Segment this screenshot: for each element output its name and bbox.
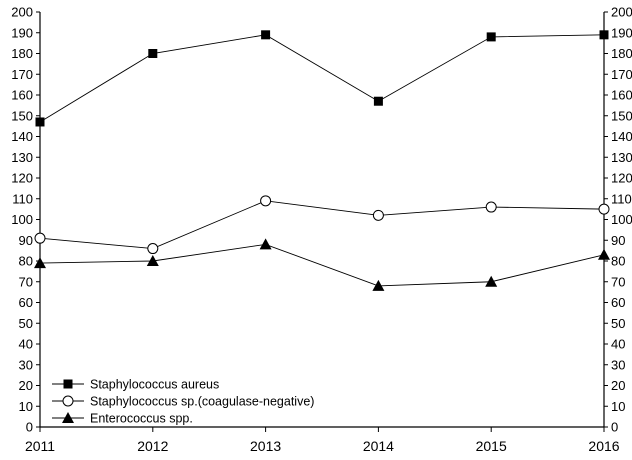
legend-marker bbox=[62, 395, 74, 407]
legend-label: Staphylococcus sp.(coagulase-negative) bbox=[90, 395, 314, 409]
y-tick-label-right: 140 bbox=[611, 129, 632, 144]
y-tick-label-right: 100 bbox=[611, 212, 632, 227]
axes: 0 0 10 10 20 20 30 30 40 40 50 50 60 60 70 70 80 80 90 90 10… bbox=[11, 5, 632, 455]
legend-item: Enterococcus spp. bbox=[52, 412, 193, 426]
legend-item: Staphylococcus sp.(coagulase-negative) bbox=[52, 395, 314, 409]
y-tick-label-left: 90 bbox=[19, 233, 33, 248]
legend-label: Staphylococcus aureus bbox=[90, 378, 219, 392]
data-point bbox=[598, 203, 610, 215]
x-tick-label: 2015 bbox=[476, 438, 507, 454]
y-tick-label-right: 130 bbox=[611, 150, 632, 165]
y-tick-label-left: 110 bbox=[12, 191, 33, 206]
y-tick-label-right: 180 bbox=[611, 46, 632, 61]
y-tick-label-right: 40 bbox=[611, 337, 625, 352]
y-tick-label-right: 60 bbox=[611, 295, 625, 310]
y-tick-label-left: 50 bbox=[19, 316, 33, 331]
data-point bbox=[35, 117, 45, 127]
y-tick-label-left: 130 bbox=[11, 150, 33, 165]
y-tick-label-left: 60 bbox=[19, 295, 33, 310]
y-tick-label-right: 0 bbox=[611, 420, 618, 435]
data-point bbox=[260, 195, 272, 207]
y-tick-label-right: 10 bbox=[611, 399, 625, 414]
y-tick-label-right: 160 bbox=[611, 88, 632, 103]
legend-item: Staphylococcus aureus bbox=[52, 378, 219, 392]
legend: Staphylococcus aureus Staphylococcus sp.(… bbox=[52, 378, 314, 426]
x-tick-label: 2013 bbox=[250, 438, 281, 454]
data-point bbox=[147, 243, 159, 255]
x-tick-label: 2014 bbox=[363, 438, 394, 454]
data-point bbox=[485, 201, 497, 213]
legend-marker bbox=[63, 379, 73, 389]
x-tick-label: 2016 bbox=[588, 438, 619, 454]
y-tick-label-right: 110 bbox=[611, 191, 632, 206]
data-point bbox=[485, 275, 498, 287]
data-point bbox=[34, 257, 46, 269]
y-tick-label-left: 140 bbox=[11, 129, 33, 144]
data-point bbox=[261, 30, 271, 40]
series-1 bbox=[34, 195, 610, 255]
y-tick-label-left: 180 bbox=[11, 46, 33, 61]
legend-label: Enterococcus spp. bbox=[90, 412, 193, 426]
y-tick-label-right: 150 bbox=[611, 108, 632, 123]
x-tick-label: 2012 bbox=[137, 438, 168, 454]
data-point bbox=[34, 232, 46, 244]
y-tick-label-left: 20 bbox=[19, 378, 33, 393]
y-tick-label-left: 30 bbox=[19, 357, 33, 372]
y-tick-label-left: 200 bbox=[11, 5, 33, 20]
data-point bbox=[599, 30, 609, 40]
legend-marker bbox=[62, 412, 74, 423]
series-0 bbox=[35, 30, 609, 127]
y-tick-label-left: 80 bbox=[19, 254, 33, 269]
y-tick-label-right: 200 bbox=[611, 5, 632, 20]
y-tick-label-right: 190 bbox=[611, 25, 632, 40]
y-tick-label-left: 160 bbox=[11, 88, 33, 103]
y-tick-label-right: 170 bbox=[611, 67, 632, 82]
y-tick-label-left: 40 bbox=[19, 337, 33, 352]
data-point bbox=[372, 279, 385, 291]
data-point bbox=[148, 49, 158, 58]
series-2 bbox=[34, 238, 610, 291]
series-line bbox=[39, 34, 605, 123]
data-point bbox=[373, 96, 383, 106]
series-layer bbox=[34, 30, 610, 291]
y-tick-label-left: 170 bbox=[11, 67, 33, 82]
series-line bbox=[39, 243, 605, 287]
data-point bbox=[598, 248, 610, 260]
y-tick-label-left: 10 bbox=[19, 399, 33, 414]
y-tick-label-right: 20 bbox=[611, 378, 625, 393]
y-tick-label-right: 90 bbox=[611, 233, 625, 248]
y-tick-label-left: 0 bbox=[26, 420, 33, 435]
y-tick-label-left: 190 bbox=[11, 25, 33, 40]
data-point bbox=[259, 238, 272, 250]
y-tick-label-left: 100 bbox=[11, 212, 33, 227]
y-tick-label-left: 70 bbox=[19, 274, 33, 289]
data-point bbox=[486, 32, 496, 42]
x-tick-label: 2011 bbox=[25, 438, 55, 454]
y-tick-label-right: 30 bbox=[611, 357, 625, 372]
series-line bbox=[39, 200, 605, 250]
y-tick-label-right: 50 bbox=[611, 316, 625, 331]
y-tick-label-right: 80 bbox=[611, 254, 625, 269]
y-tick-label-left: 150 bbox=[11, 108, 33, 123]
y-tick-label-left: 120 bbox=[11, 171, 33, 186]
y-tick-label-right: 120 bbox=[611, 171, 632, 186]
data-point bbox=[372, 209, 384, 221]
data-point bbox=[146, 255, 159, 266]
y-tick-label-right: 70 bbox=[611, 274, 625, 289]
